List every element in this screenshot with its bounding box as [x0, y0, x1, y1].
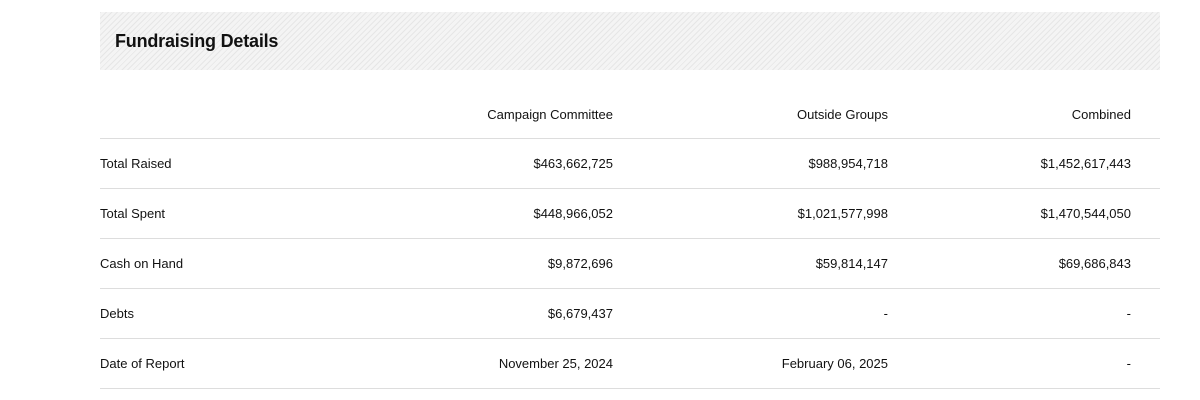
cell-combined: $1,452,617,443: [888, 138, 1131, 189]
row-spacer: [1131, 238, 1160, 289]
row-spacer: [1131, 288, 1160, 339]
cell-outside: $1,021,577,998: [613, 188, 888, 239]
header-combined: Combined: [888, 90, 1131, 139]
header-outside-groups: Outside Groups: [613, 90, 888, 139]
table-row: Cash on Hand $9,872,696 $59,814,147 $69,…: [100, 238, 1160, 289]
table-row: Debts $6,679,437 - -: [100, 288, 1160, 339]
table-row: Total Spent $448,966,052 $1,021,577,998 …: [100, 188, 1160, 239]
table-row: Total Raised $463,662,725 $988,954,718 $…: [100, 138, 1160, 189]
row-label: Debts: [100, 288, 400, 339]
header-spacer: [1131, 90, 1160, 139]
cell-campaign: $463,662,725: [400, 138, 613, 189]
section-header: Fundraising Details: [100, 12, 1160, 70]
table-header-row: Campaign Committee Outside Groups Combin…: [100, 90, 1160, 139]
fundraising-table: Campaign Committee Outside Groups Combin…: [100, 90, 1160, 389]
row-label: Total Raised: [100, 138, 400, 189]
row-label: Date of Report: [100, 338, 400, 389]
fundraising-details-section: Fundraising Details Campaign Committee O…: [100, 12, 1160, 389]
header-label-column: [100, 90, 400, 139]
row-spacer: [1131, 138, 1160, 189]
header-campaign-committee: Campaign Committee: [400, 90, 613, 139]
cell-outside: February 06, 2025: [613, 338, 888, 389]
section-title: Fundraising Details: [115, 30, 279, 51]
row-label: Total Spent: [100, 188, 400, 239]
cell-combined: -: [888, 288, 1131, 339]
cell-combined: $69,686,843: [888, 238, 1131, 289]
cell-campaign: $6,679,437: [400, 288, 613, 339]
cell-combined: -: [888, 338, 1131, 389]
cell-outside: -: [613, 288, 888, 339]
cell-campaign: November 25, 2024: [400, 338, 613, 389]
cell-campaign: $448,966,052: [400, 188, 613, 239]
table-row: Date of Report November 25, 2024 Februar…: [100, 338, 1160, 389]
cell-outside: $988,954,718: [613, 138, 888, 189]
cell-outside: $59,814,147: [613, 238, 888, 289]
row-spacer: [1131, 188, 1160, 239]
cell-campaign: $9,872,696: [400, 238, 613, 289]
row-label: Cash on Hand: [100, 238, 400, 289]
cell-combined: $1,470,544,050: [888, 188, 1131, 239]
row-spacer: [1131, 338, 1160, 389]
